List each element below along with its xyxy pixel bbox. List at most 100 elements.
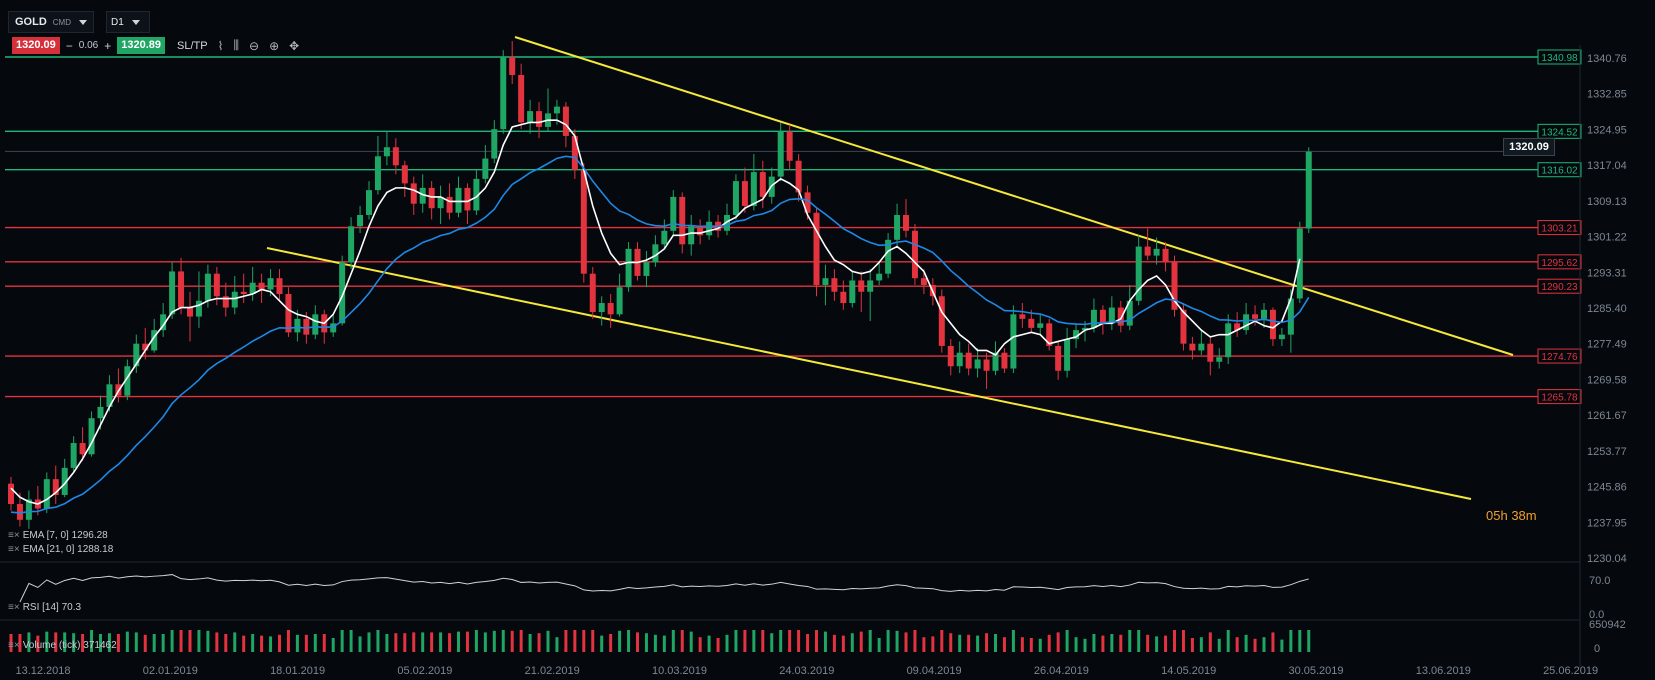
candle-body[interactable] [1207,343,1214,362]
candle-body[interactable] [1198,343,1205,351]
candle-body[interactable] [1055,345,1062,371]
candle-body[interactable] [392,147,399,166]
candle-body[interactable] [598,303,605,313]
candle-body[interactable] [1305,151,1312,229]
candle-body[interactable] [1180,309,1187,344]
candle-body[interactable] [589,273,596,313]
candle-body[interactable] [1252,314,1259,319]
candle-body[interactable] [804,192,811,213]
candle-body[interactable] [1243,314,1250,331]
candle-body[interactable] [688,226,695,245]
candle-body[interactable] [580,169,587,274]
candle-body[interactable] [169,271,176,315]
zoom-out-icon[interactable]: ⊖ [249,38,260,53]
candle-body[interactable] [500,56,507,130]
candle-body[interactable] [1144,246,1151,256]
candle-body[interactable] [187,307,193,317]
candle-body[interactable] [607,303,614,315]
candle-body[interactable] [956,352,963,367]
candle-body[interactable] [213,273,220,297]
candle-body[interactable] [679,196,686,245]
candle-body[interactable] [142,343,149,351]
candle-body[interactable] [1269,309,1276,340]
candle-body[interactable] [383,147,390,157]
candle-body[interactable] [276,278,283,295]
timeframe-selector[interactable]: D1 [106,11,150,33]
candle-body[interactable] [1278,334,1285,340]
candle-body[interactable] [813,212,820,285]
candle-body[interactable] [151,330,158,351]
candle-body[interactable] [724,214,730,231]
candle-body[interactable] [1189,343,1196,351]
candle-body[interactable] [285,294,292,333]
candle-body[interactable] [70,443,77,468]
candle-body[interactable] [1225,323,1232,358]
candle-body[interactable] [1028,318,1035,328]
candle-body[interactable] [366,190,372,215]
ema21-line[interactable] [10,155,1310,514]
candle-body[interactable] [419,187,426,204]
candle-body[interactable] [1099,309,1106,324]
candle-body[interactable] [795,160,802,193]
candle-body[interactable] [222,296,229,308]
candle-body[interactable] [52,479,59,495]
candle-body[interactable] [133,343,140,367]
candle-body[interactable] [822,278,829,285]
candle-body[interactable] [178,271,185,308]
candle-body[interactable] [706,221,713,236]
candle-body[interactable] [1126,300,1133,326]
candle-body[interactable] [831,278,838,292]
candle-body[interactable] [750,172,757,206]
candle-body[interactable] [1171,262,1178,310]
ema7-line[interactable] [10,119,1301,505]
candle-body[interactable] [643,262,650,276]
candle-body[interactable] [249,282,256,295]
candle-body[interactable] [1296,228,1303,299]
candle-body[interactable] [697,226,704,236]
rsi-legend[interactable]: ≡× RSI [14] 70.3 [8,602,82,613]
candle-body[interactable] [661,230,668,245]
candle-body[interactable] [1108,307,1115,324]
candle-body[interactable] [348,226,355,263]
candle-body[interactable] [1090,309,1097,328]
ema7-legend[interactable]: ≡× EMA [7, 0] 1296.28 [8,530,108,541]
candle-body[interactable] [777,131,784,177]
candle-body[interactable] [840,291,847,304]
candle-body[interactable] [983,359,990,371]
candle-body[interactable] [553,106,560,114]
candle-body[interactable] [732,181,739,215]
candle-body[interactable] [374,156,381,191]
buy-button[interactable]: 1320.89 [117,37,166,54]
candle-body[interactable] [1073,330,1080,340]
candle-body[interactable] [1153,248,1160,256]
candle-body[interactable] [482,158,489,179]
volume-legend[interactable]: ≡× Volume (tick) 371462 [8,640,117,651]
candle-body[interactable] [1287,298,1294,335]
candle-body[interactable] [1117,307,1124,326]
candle-body[interactable] [965,352,972,369]
settings-icon[interactable]: ≡× [8,640,20,651]
rsi-line[interactable] [19,574,1309,603]
candle-body[interactable] [920,278,927,285]
candle-body[interactable] [240,291,247,295]
candle-body[interactable] [903,214,909,231]
sltp-button[interactable]: SL/TP [177,39,208,52]
symbol-selector[interactable]: GOLD CMD [8,11,94,33]
candle-body[interactable] [491,129,498,159]
candle-body[interactable] [947,345,954,367]
candle-body[interactable] [759,172,766,197]
candle-body[interactable] [401,165,408,184]
candle-body[interactable] [885,239,892,274]
candle-body[interactable] [160,314,167,331]
candle-body[interactable] [1162,248,1169,263]
candle-body[interactable] [88,418,95,455]
candle-body[interactable] [867,280,874,292]
move-icon[interactable]: ✥ [289,38,300,53]
candle-body[interactable] [312,314,319,335]
candle-body[interactable] [1019,314,1026,319]
candle-body[interactable] [1234,323,1241,331]
candle-body[interactable] [536,111,543,127]
volume-decrease-button[interactable]: − [65,38,73,53]
upper-trendline[interactable] [514,36,1514,356]
